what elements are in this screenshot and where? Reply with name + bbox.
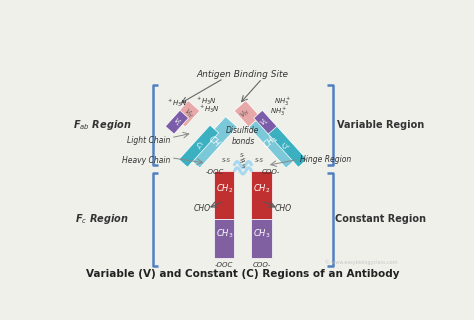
Bar [214,219,235,258]
Text: $V_L$: $V_L$ [258,115,272,129]
Bar [254,110,277,134]
Text: $CH_2$: $CH_2$ [253,182,270,195]
Text: $CH_3$: $CH_3$ [253,228,270,240]
Text: $^+H_3N$: $^+H_3N$ [166,98,188,109]
Text: $CH_1$: $CH_1$ [261,132,281,152]
Text: $NH_3^+$: $NH_3^+$ [270,105,287,118]
Text: $CH_2$: $CH_2$ [216,182,233,195]
Text: Antigen Binding Site: Antigen Binding Site [197,70,289,79]
Bar [251,219,272,258]
Text: -OOC: -OOC [206,169,224,175]
Text: CHO: CHO [194,204,211,213]
Bar [234,100,260,127]
Bar [214,171,235,219]
Text: Hinge Region: Hinge Region [300,155,351,164]
Text: -OOC: -OOC [215,262,234,268]
Text: $NH_3^+$: $NH_3^+$ [274,95,292,108]
Bar [251,171,272,219]
Text: Disulfide
bonds: Disulfide bonds [226,126,260,146]
Bar [249,116,298,168]
Text: COO-: COO- [252,262,271,268]
Text: COO-: COO- [262,169,280,175]
Text: $C_L$: $C_L$ [280,139,294,153]
Text: Heavy Chain: Heavy Chain [122,156,170,164]
Bar [267,125,307,167]
Text: $V_H$: $V_H$ [181,107,196,121]
Text: © www.easybiologyclass.com: © www.easybiologyclass.com [325,259,398,265]
Text: F$_{ab}$ Region: F$_{ab}$ Region [73,118,131,132]
Text: Variable Region: Variable Region [337,120,425,130]
Text: $^+H_3N$: $^+H_3N$ [195,96,217,107]
Bar [179,125,219,167]
Text: $V_H$: $V_H$ [238,107,253,121]
Text: Constant Region: Constant Region [336,214,427,224]
Text: S-S: S-S [255,157,264,163]
Bar [165,110,189,134]
Text: CHO: CHO [274,204,292,213]
Text: $C_L$: $C_L$ [192,139,206,153]
Text: Variable (V) and Constant (C) Regions of an Antibody: Variable (V) and Constant (C) Regions of… [86,269,400,279]
Text: S-S: S-S [222,157,231,163]
Bar [188,116,237,168]
Text: F$_{c}$ Region: F$_{c}$ Region [75,212,129,226]
Text: Light Chain: Light Chain [127,136,170,145]
Text: $CH_1$: $CH_1$ [205,132,225,152]
Text: S
S: S S [242,158,246,169]
Text: $^+H_3N$: $^+H_3N$ [198,103,220,115]
Bar [174,100,200,127]
Text: $V_L$: $V_L$ [170,115,184,129]
Text: S-
S-: S- S- [240,153,246,164]
Text: $CH_3$: $CH_3$ [216,228,233,240]
